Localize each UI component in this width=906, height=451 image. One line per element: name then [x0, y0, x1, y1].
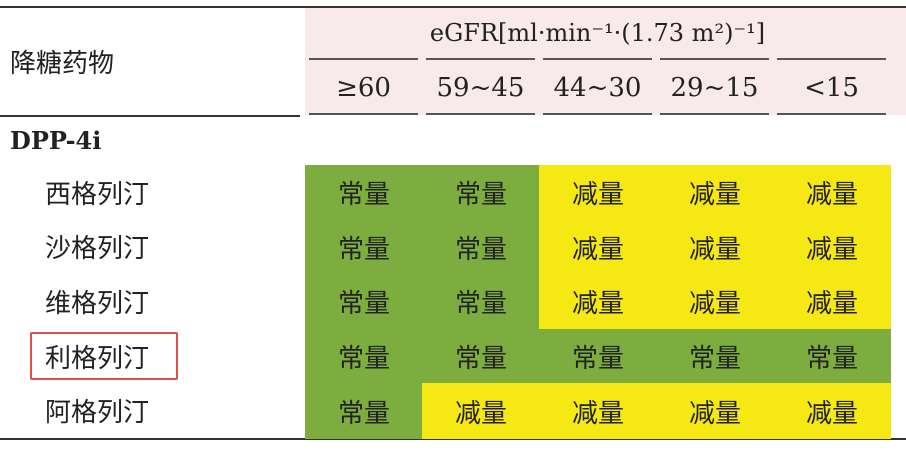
highlight-box: [30, 331, 178, 381]
dose-cell: 常量: [422, 219, 540, 276]
column-header: ≥60: [336, 72, 391, 103]
top-rule: [0, 6, 906, 8]
header-background: [305, 8, 906, 115]
dose-cell: 常量: [305, 383, 423, 439]
dose-cell: 减量: [773, 165, 891, 221]
dose-cell: 常量: [539, 328, 657, 385]
dose-cell: 常量: [422, 328, 540, 385]
column-rule: [777, 113, 886, 115]
drug-label: 降糖药物: [10, 49, 115, 79]
header-rule: [0, 115, 300, 117]
dose-cell: 减量: [656, 165, 774, 221]
group-label: DPP-4i: [10, 125, 102, 155]
drug-name: 阿格列汀: [45, 398, 150, 429]
dose-cell: 减量: [539, 219, 657, 276]
dose-cell: 减量: [773, 219, 891, 276]
dose-cell: 常量: [656, 328, 774, 385]
dose-cell: 常量: [305, 219, 423, 276]
column-rule: [543, 113, 652, 115]
drug-name: 维格列汀: [45, 288, 150, 319]
column-rule: [309, 113, 418, 115]
drug-name: 利格列汀: [45, 343, 150, 374]
column-header: 29~15: [670, 72, 759, 103]
column-header: <15: [804, 72, 859, 103]
column-rule: [660, 58, 769, 60]
column-header: 59~45: [436, 72, 525, 103]
dose-cell: 减量: [656, 274, 774, 330]
dose-cell: 减量: [539, 165, 657, 221]
dose-cell: 减量: [422, 383, 540, 439]
dose-cell: 减量: [656, 383, 774, 439]
column-rule: [660, 113, 769, 115]
column-rule: [309, 58, 418, 60]
drug-name: 沙格列汀: [45, 234, 150, 265]
column-rule: [426, 58, 535, 60]
column-rule: [543, 58, 652, 60]
dose-cell: 减量: [773, 274, 891, 330]
egfr-label: eGFR[ml·min⁻¹·(1.73 m²)⁻¹]: [429, 19, 766, 47]
bottom-rule: [0, 438, 906, 440]
dose-cell: 常量: [305, 328, 423, 385]
dose-cell: 常量: [422, 165, 540, 221]
drug-name: 西格列汀: [45, 179, 150, 210]
column-rule: [777, 58, 886, 60]
dose-cell: 常量: [422, 274, 540, 330]
dose-cell: 减量: [539, 274, 657, 330]
column-rule: [426, 113, 535, 115]
dose-cell: 减量: [539, 383, 657, 439]
dose-cell: 常量: [305, 274, 423, 330]
column-header: 44~30: [553, 72, 642, 103]
dose-cell: 常量: [305, 165, 423, 221]
dose-cell: 减量: [773, 383, 891, 439]
dose-cell: 常量: [773, 328, 891, 385]
dose-cell: 减量: [656, 219, 774, 276]
